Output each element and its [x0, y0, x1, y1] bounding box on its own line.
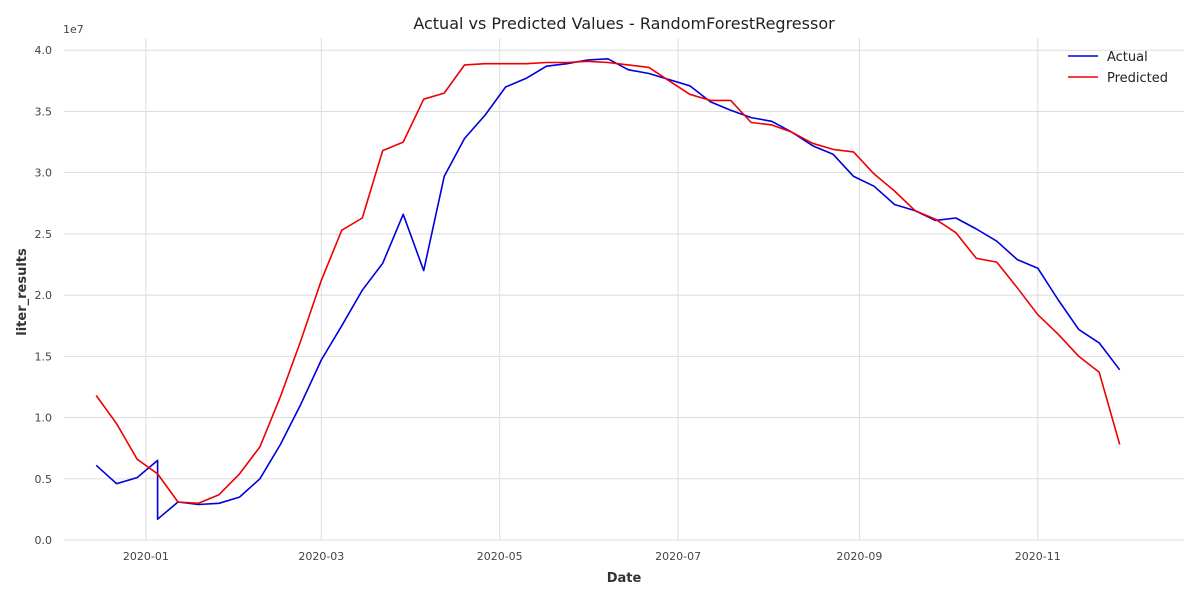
series-line-actual: [95, 57, 1121, 521]
ticks-layer: 0.0 0.5 1.0 1.5 2.0 2.5 3.0 3.5 4.0 2020-01 2020-0…: [35, 44, 1061, 563]
x-tick-label-3: 2020-07: [655, 550, 701, 563]
x-tick-label-0: 2020-01: [123, 550, 169, 563]
y-tick-label-4: 2.0: [35, 289, 53, 302]
y-tick-label-7: 3.5: [35, 105, 53, 118]
y-tick-label-0: 0.0: [35, 534, 53, 547]
y-tick-label-8: 4.0: [35, 44, 53, 57]
x-tick-label-4: 2020-09: [836, 550, 882, 563]
y-offset-label: 1e7: [63, 23, 84, 36]
y-axis-label: liter_results: [15, 248, 30, 336]
y-tick-label-5: 2.5: [35, 228, 53, 241]
chart-title: Actual vs Predicted Values - RandomFores…: [413, 14, 835, 33]
x-tick-label-2: 2020-05: [477, 550, 523, 563]
y-tick-label-3: 1.5: [35, 350, 53, 363]
x-axis-label: Date: [607, 571, 642, 586]
series-layer: [95, 57, 1121, 521]
series-line-predicted: [95, 60, 1121, 505]
x-tick-label-1: 2020-03: [298, 550, 344, 563]
y-tick-label-1: 0.5: [35, 473, 53, 486]
legend-label-actual: Actual: [1107, 50, 1148, 65]
legend-label-predicted: Predicted: [1107, 71, 1168, 86]
y-tick-label-2: 1.0: [35, 412, 53, 425]
grid-layer: [64, 38, 1184, 541]
x-tick-label-5: 2020-11: [1015, 550, 1061, 563]
legend: Actual Predicted: [1068, 50, 1168, 86]
y-tick-label-6: 3.0: [35, 167, 53, 180]
